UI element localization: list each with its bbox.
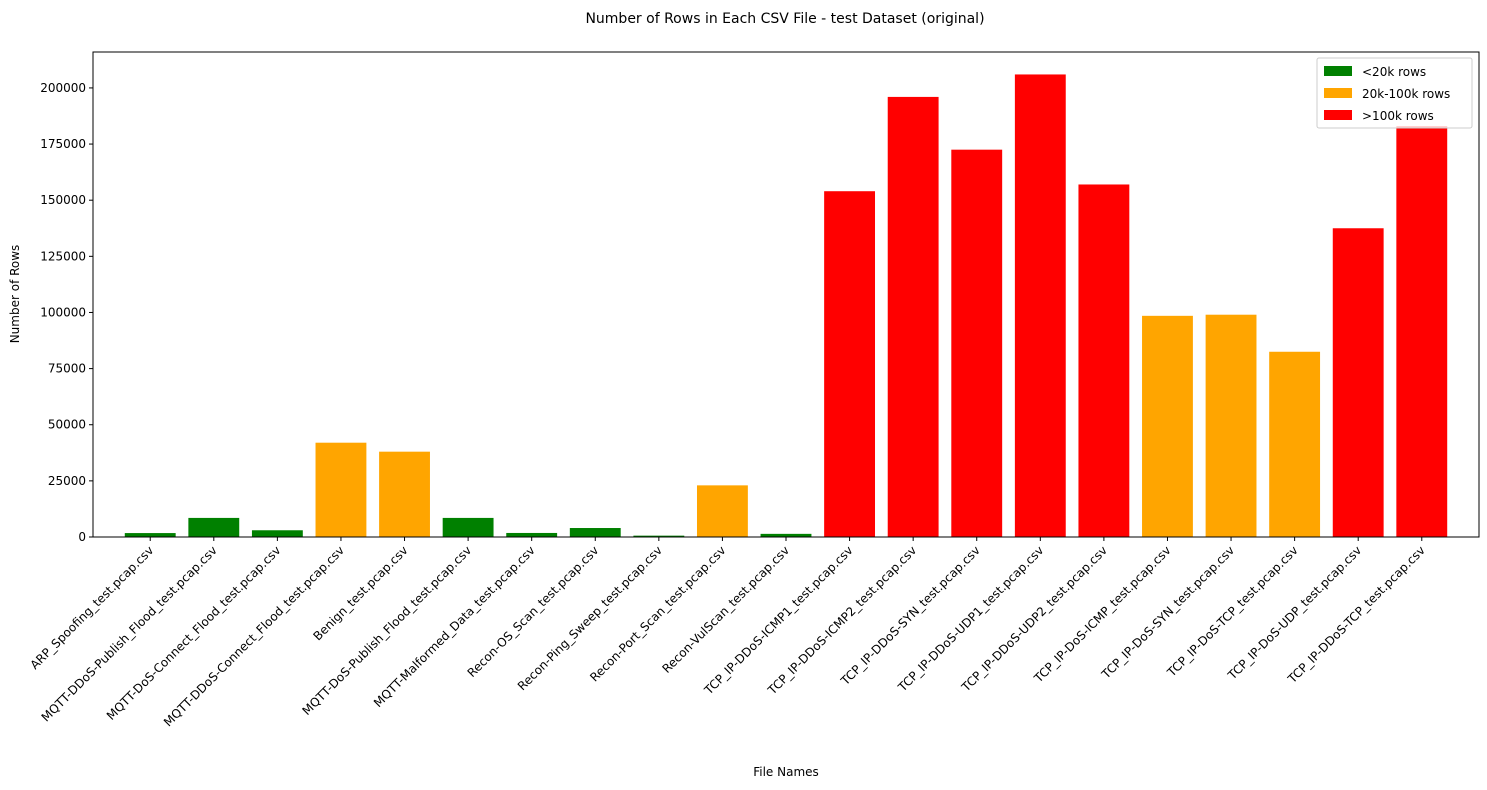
legend-swatch-2	[1324, 110, 1352, 120]
y-axis: 0 25000 50000 75000 100000 125000 150000 175000…	[40, 81, 93, 544]
x-tick-label-20: TCP_IP-DDoS-TCP_test.pcap.csv	[1284, 543, 1427, 686]
x-tick-label-19: TCP_IP-DoS-UDP_test.pcap.csv	[1225, 543, 1365, 683]
bar-17	[1205, 314, 1257, 537]
chart-title: Number of Rows in Each CSV File - test D…	[585, 11, 984, 27]
bar-0	[124, 533, 176, 537]
x-tick-label-13: TCP_IP-DDoS-SYN_test.pcap.csv	[837, 543, 982, 688]
y-tick-label-7: 175000	[40, 137, 86, 151]
bar-18	[1269, 351, 1321, 537]
y-tick-label-4: 100000	[40, 305, 86, 319]
y-tick-label-8: 200000	[40, 81, 86, 95]
bar-11	[824, 191, 876, 538]
bar-13	[951, 149, 1003, 537]
bar-5	[442, 517, 494, 537]
bar-19	[1332, 228, 1384, 537]
x-tick-label-0: ARP_Spoofing_test.pcap.csv	[27, 543, 156, 672]
legend-box	[1316, 57, 1473, 129]
bar-14	[1014, 74, 1066, 537]
y-tick-label-2: 50000	[48, 418, 86, 432]
bar-7	[569, 528, 621, 537]
x-tick-label-18: TCP_IP-DoS-TCP_test.pcap.csv	[1164, 543, 1301, 680]
x-tick-label-10: Recon-VulScan_test.pcap.csv	[659, 543, 792, 676]
bar-10	[760, 533, 812, 537]
bar-9	[696, 485, 748, 537]
bar-15	[1078, 184, 1130, 537]
legend: <20k rows 20k-100k rows >100k rows	[1316, 57, 1473, 129]
bar-4	[379, 451, 430, 537]
x-axis-label: File Names	[753, 765, 819, 779]
legend-swatch-1	[1324, 88, 1352, 98]
bar-6	[506, 532, 558, 537]
y-axis-label: Number of Rows	[8, 245, 22, 344]
bar-1	[188, 517, 240, 537]
bar-2	[251, 530, 303, 537]
legend-label-2: >100k rows	[1362, 109, 1434, 123]
bar-20	[1396, 126, 1448, 537]
y-tick-label-0: 0	[78, 530, 86, 544]
bar-16	[1142, 315, 1193, 537]
x-tick-label-9: Recon-Port_Scan_test.pcap.csv	[587, 543, 728, 684]
y-tick-label-5: 125000	[40, 249, 86, 263]
bar-3	[315, 442, 367, 537]
bars	[124, 74, 1448, 538]
x-tick-label-7: Recon-OS_Scan_test.pcap.csv	[465, 543, 602, 680]
legend-label-1: 20k-100k rows	[1362, 87, 1450, 101]
x-axis: ARP_Spoofing_test.pcap.csvMQTT-DDoS-Publ…	[27, 537, 1428, 729]
x-tick-label-17: TCP_IP-DoS-SYN_test.pcap.csv	[1098, 543, 1237, 682]
legend-swatch-0	[1324, 66, 1352, 76]
y-tick-label-3: 75000	[48, 362, 86, 376]
x-tick-label-16: TCP_IP-DoS-ICMP_test.pcap.csv	[1031, 543, 1174, 686]
bar-8	[633, 535, 685, 537]
y-tick-label-6: 150000	[40, 193, 86, 207]
bar-12	[887, 96, 939, 537]
legend-label-0: <20k rows	[1362, 65, 1426, 79]
y-tick-label-1: 25000	[48, 474, 86, 488]
